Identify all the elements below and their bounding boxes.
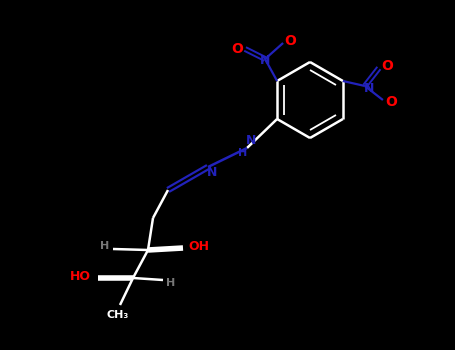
Text: N: N (260, 55, 270, 68)
Text: O: O (284, 34, 296, 48)
Text: H: H (101, 241, 110, 251)
Text: O: O (385, 95, 397, 109)
Text: H: H (238, 148, 248, 158)
Text: N: N (246, 133, 256, 147)
Text: H: H (167, 278, 176, 288)
Text: CH₃: CH₃ (107, 310, 129, 320)
Text: N: N (364, 82, 374, 95)
Text: N: N (207, 167, 217, 180)
Text: OH: OH (188, 240, 209, 253)
Text: O: O (381, 59, 393, 73)
Text: O: O (231, 42, 243, 56)
Text: HO: HO (70, 271, 91, 284)
